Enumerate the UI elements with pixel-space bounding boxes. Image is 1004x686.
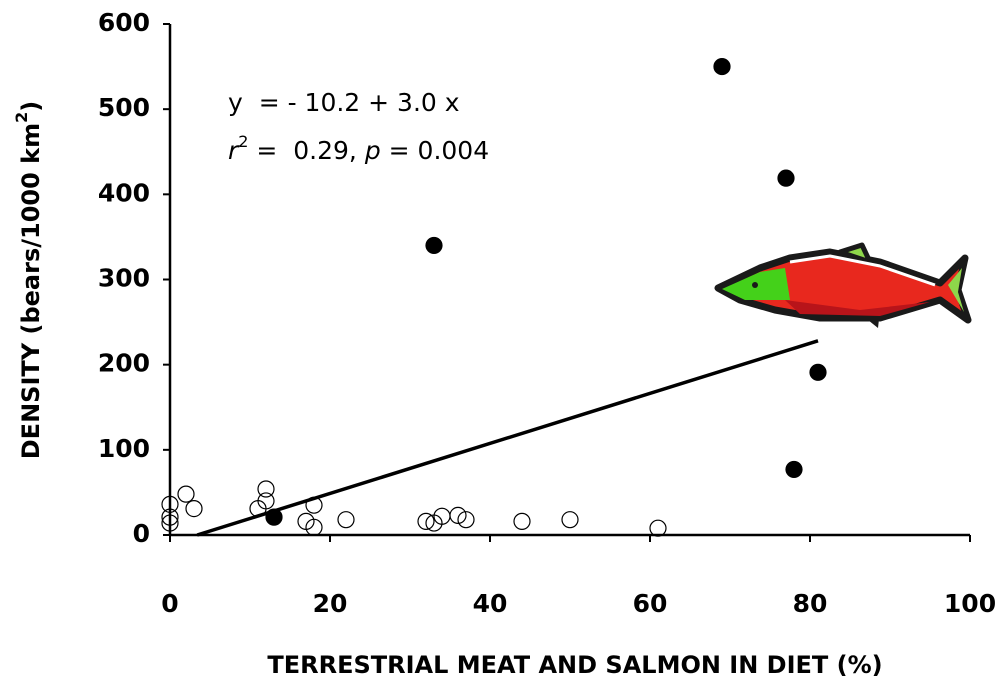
open-point [337,511,355,529]
y-tick-label: 400 [98,178,150,207]
salmon-icon [714,242,972,328]
x-tick-label: 0 [161,589,178,618]
open-point [161,495,179,513]
superscript: 2 [238,132,248,151]
y-tick-label: 200 [98,349,150,378]
p-value: = 0.004 [381,136,489,165]
x-tick-label: 40 [473,589,508,618]
filled-point [265,508,283,526]
open-point [257,480,275,498]
r-symbol: r [228,136,240,165]
open-point [561,511,579,529]
x-tick-label: 20 [313,589,348,618]
x-tick-label: 60 [633,589,668,618]
filled-point [425,236,443,255]
open-point [161,514,179,532]
y-tick-label: 0 [133,519,150,548]
y-tick-label: 600 [98,8,150,37]
open-point [177,485,195,503]
open-point [513,512,531,530]
open-point [649,519,667,537]
filled-point [777,169,795,187]
open-point [449,506,467,525]
open-point [457,511,475,529]
y-title-sup: 2 [12,112,31,123]
open-point [249,499,267,518]
equation: y = - 10.2 + 3.0 x [228,88,460,117]
fit-stats: r2 = 0.29, p = 0.004 [228,132,489,166]
p-symbol: p [364,136,381,165]
filled-point [785,460,803,479]
y-tick-label: 300 [98,264,150,293]
open-point [305,496,323,514]
open-point [161,508,179,526]
y-title-main: DENSITY (bears/1000 km [17,123,45,459]
y-title-end: ) [17,101,45,112]
r2-value: = 0.29, [248,136,364,165]
x-tick-label: 100 [944,589,996,618]
y-tick-label: 500 [98,93,150,122]
x-tick-label: 80 [793,589,828,618]
open-point [185,499,203,518]
filled-point [713,57,731,76]
filled-point [809,363,827,381]
y-tick-label: 100 [98,434,150,463]
open-point [305,518,323,536]
trend-line [196,339,819,537]
open-point [417,512,435,530]
y-axis-title: DENSITY (bears/1000 km2) [12,101,46,459]
x-axis-title: TERRESTRIAL MEAT AND SALMON IN DIET (%) [267,651,882,679]
